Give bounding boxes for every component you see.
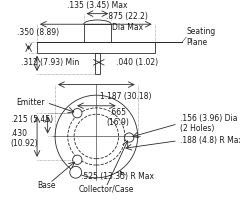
Text: .665
(16.9): .665 (16.9) — [106, 108, 129, 127]
Text: .135 (3.45) Max: .135 (3.45) Max — [67, 2, 128, 10]
Circle shape — [125, 133, 134, 142]
Text: Seating
Plane: Seating Plane — [186, 27, 216, 47]
Text: .040 (1.02): .040 (1.02) — [116, 58, 159, 67]
Bar — [95, 53, 100, 74]
Text: Base: Base — [37, 181, 56, 190]
Bar — [37, 42, 155, 53]
Text: .430
(10.92): .430 (10.92) — [11, 129, 38, 148]
Text: .188 (4.8) R Max: .188 (4.8) R Max — [180, 136, 240, 145]
Text: .350 (8.89): .350 (8.89) — [17, 28, 59, 37]
Text: .156 (3.96) Dia
(2 Holes): .156 (3.96) Dia (2 Holes) — [180, 114, 238, 133]
Text: Emitter: Emitter — [16, 98, 44, 107]
Circle shape — [73, 155, 82, 164]
Text: .215 (5.45): .215 (5.45) — [11, 115, 53, 124]
Circle shape — [73, 108, 82, 118]
Text: .875 (22.2)
Dia Max: .875 (22.2) Dia Max — [106, 12, 148, 32]
Bar — [84, 24, 111, 42]
Text: .312 (7.93) Min: .312 (7.93) Min — [21, 58, 79, 67]
Text: .525 (13.35) R Max: .525 (13.35) R Max — [81, 172, 154, 181]
Text: Collector/Case: Collector/Case — [78, 185, 134, 194]
Text: 1.187 (30.18): 1.187 (30.18) — [100, 92, 152, 101]
Circle shape — [70, 166, 82, 178]
